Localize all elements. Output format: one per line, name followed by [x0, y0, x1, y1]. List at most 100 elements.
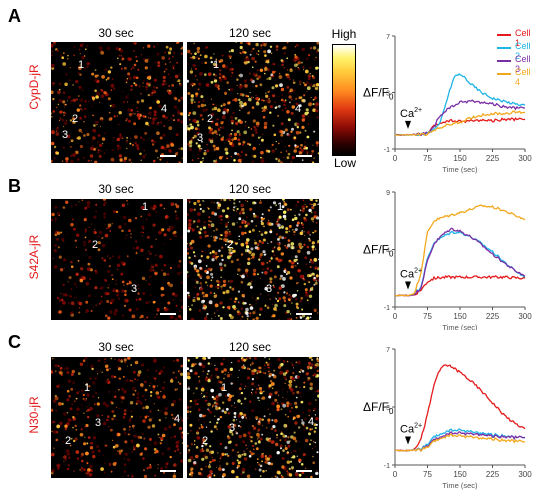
fluorescence-spot	[242, 440, 246, 444]
fluorescence-spot	[175, 376, 178, 379]
fluorescence-spot	[275, 298, 278, 300]
fluorescence-spot	[280, 447, 282, 450]
fluorescence-spot	[133, 104, 135, 106]
fluorescence-spot	[135, 307, 139, 311]
fluorescence-spot	[51, 471, 54, 475]
fluorescence-spot	[317, 240, 319, 243]
fluorescence-spot	[159, 441, 161, 443]
fluorescence-spot	[57, 246, 60, 249]
fluorescence-spot	[254, 442, 258, 445]
fluorescence-spot	[214, 303, 219, 308]
fluorescence-spot	[241, 143, 245, 146]
fluorescence-spot	[172, 64, 175, 68]
fluorescence-spot	[213, 202, 215, 204]
fluorescence-spot	[250, 128, 253, 130]
fluorescence-spot	[282, 109, 284, 111]
fluorescence-spot	[94, 286, 98, 290]
scale-bar	[296, 155, 312, 157]
fluorescence-spot	[274, 246, 276, 248]
fluorescence-spot	[202, 414, 205, 418]
fluorescence-spot	[118, 377, 121, 380]
fluorescence-spot	[173, 230, 177, 234]
legend-swatch	[497, 60, 511, 62]
fluorescence-spot	[187, 275, 189, 278]
fluorescence-spot	[196, 464, 199, 467]
panel-letter-a: A	[8, 6, 21, 26]
fluorescence-spot	[162, 395, 166, 399]
x-tick-label: 225	[486, 470, 500, 479]
fluorescence-spot	[205, 448, 210, 452]
fluorescence-spot	[237, 414, 241, 418]
fluorescence-spot	[60, 305, 62, 307]
fluorescence-spot	[227, 305, 231, 310]
fluorescence-spot	[229, 115, 234, 120]
fluorescence-spot	[262, 99, 265, 102]
fluorescence-spot	[280, 432, 283, 436]
x-tick-label: 300	[518, 470, 532, 479]
fluorescence-spot	[97, 359, 101, 362]
fluorescence-spot	[106, 415, 110, 418]
fluorescence-spot	[164, 51, 167, 54]
fluorescence-spot	[210, 201, 213, 204]
fluorescence-spot	[209, 252, 212, 255]
fluorescence-spot	[68, 302, 71, 305]
fluorescence-spot	[303, 381, 306, 384]
fluorescence-spot	[81, 389, 84, 392]
fluorescence-spot	[102, 237, 104, 239]
fluorescence-spot	[295, 305, 299, 308]
fluorescence-spot	[259, 307, 263, 311]
fluorescence-spot	[268, 395, 272, 399]
fluorescence-spot	[137, 116, 141, 120]
fluorescence-spot	[201, 105, 203, 107]
fluorescence-spot	[86, 474, 89, 477]
fluorescence-spot	[134, 378, 136, 381]
fluorescence-spot	[294, 472, 299, 476]
fluorescence-spot	[63, 114, 65, 117]
fluorescence-spot	[213, 425, 217, 429]
fluorescence-spot	[164, 243, 166, 245]
fluorescence-spot	[146, 77, 149, 80]
fluorescence-spot	[291, 105, 296, 109]
fluorescence-spot	[208, 463, 211, 465]
fluorescence-spot	[215, 255, 218, 259]
fluorescence-spot	[193, 458, 195, 460]
fluorescence-spot	[124, 298, 128, 303]
fluorescence-spot	[288, 402, 292, 406]
fluorescence-spot	[92, 147, 96, 151]
fluorescence-spot	[286, 57, 289, 60]
fluorescence-spot	[160, 467, 163, 470]
fluorescence-spot	[67, 58, 69, 60]
fluorescence-spot	[110, 298, 114, 303]
fluorescence-spot	[211, 395, 215, 399]
fluorescence-spot	[211, 131, 215, 135]
fluorescence-spot	[281, 284, 285, 288]
fluorescence-spot	[271, 86, 275, 90]
fluorescence-spot	[202, 160, 204, 162]
fluorescence-spot	[67, 95, 71, 100]
fluorescence-spot	[233, 308, 236, 311]
fluorescence-spot	[301, 308, 304, 311]
cell-label: 2	[65, 435, 72, 447]
fluorescence-spot	[155, 86, 158, 89]
fluorescence-spot	[159, 136, 163, 140]
fluorescence-spot	[305, 213, 308, 217]
fluorescence-spot	[56, 49, 59, 52]
legend-swatch	[497, 73, 511, 75]
fluorescence-spot	[127, 357, 131, 360]
fluorescence-spot	[136, 392, 140, 396]
fluorescence-spot	[287, 133, 291, 137]
fluorescence-spot	[142, 115, 145, 118]
fluorescence-spot	[234, 98, 238, 102]
fluorescence-spot	[155, 449, 159, 454]
fluorescence-spot	[130, 236, 132, 238]
fluorescence-spot	[286, 69, 289, 71]
fluorescence-spot	[133, 63, 137, 67]
fluorescence-spot	[305, 81, 309, 85]
fluorescence-spot	[264, 54, 267, 57]
fluorescence-spot	[252, 119, 256, 123]
fluorescence-spot	[170, 202, 175, 207]
fluorescence-spot	[168, 57, 171, 60]
fluorescence-spot	[241, 158, 244, 160]
fluorescence-spot	[218, 398, 220, 400]
fluorescence-spot	[239, 109, 241, 111]
